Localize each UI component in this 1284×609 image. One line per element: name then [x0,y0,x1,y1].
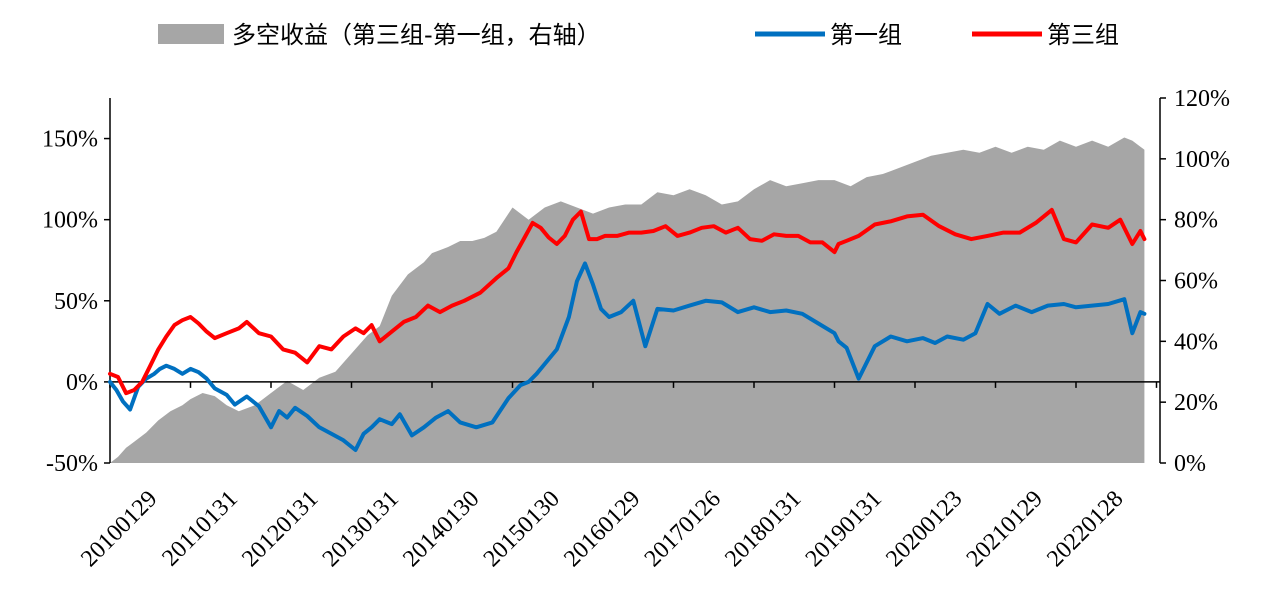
legend: 多空收益（第三组-第一组，右轴） 第一组 第三组 [158,21,1119,49]
group3-line [108,207,1147,396]
axes [104,97,1166,464]
legend-item-spread: 多空收益（第三组-第一组，右轴） [158,21,601,49]
left-y-tick-label: 0% [66,370,98,396]
right-y-tick-label: 60% [1174,269,1218,295]
x-tick-label: 20160129 [559,486,645,572]
right-y-tick-label: 0% [1174,451,1206,477]
x-tick-label: 20170126 [640,486,726,572]
legend-swatch-spread [158,24,224,44]
x-tick-label: 20210129 [962,486,1048,572]
x-tick-label: 20200123 [881,486,967,572]
left-y-tick-label: -50% [46,451,98,477]
right-y-tick-label: 40% [1174,329,1218,355]
group1-line [108,261,1147,452]
legend-label-group3: 第三组 [1047,21,1119,49]
right-y-tick-label: 120% [1174,86,1230,112]
left-y-tick-label: 50% [54,289,98,315]
x-tick-label: 20190131 [801,486,887,572]
x-tick-label: 20120131 [237,486,323,572]
right-y-tick-label: 20% [1174,390,1218,416]
right-y-tick-label: 100% [1174,147,1230,173]
right-y-tick-label: 80% [1174,208,1218,234]
plot-area: -50% 0% 50% 100% 150% 0% 20% 40% 60% 80% 100% 120% 2… [42,86,1230,572]
legend-item-group3: 第三组 [972,21,1119,49]
left-y-tick-label: 150% [42,127,98,153]
x-tick-label: 20150130 [479,486,565,572]
x-tick-label: 20220128 [1042,486,1128,572]
x-tick-label: 20110131 [157,486,243,572]
left-y-tick-label: 100% [42,208,98,234]
x-tick-label: 20130131 [318,486,404,572]
series-lines [108,207,1147,452]
x-tick-label: 20140130 [398,486,484,572]
legend-label-spread: 多空收益（第三组-第一组，右轴） [232,21,601,49]
x-tick-label: 20100129 [76,486,162,572]
x-tick-label: 20180131 [720,486,806,572]
legend-item-group1: 第一组 [755,21,902,49]
legend-label-group1: 第一组 [830,21,902,49]
